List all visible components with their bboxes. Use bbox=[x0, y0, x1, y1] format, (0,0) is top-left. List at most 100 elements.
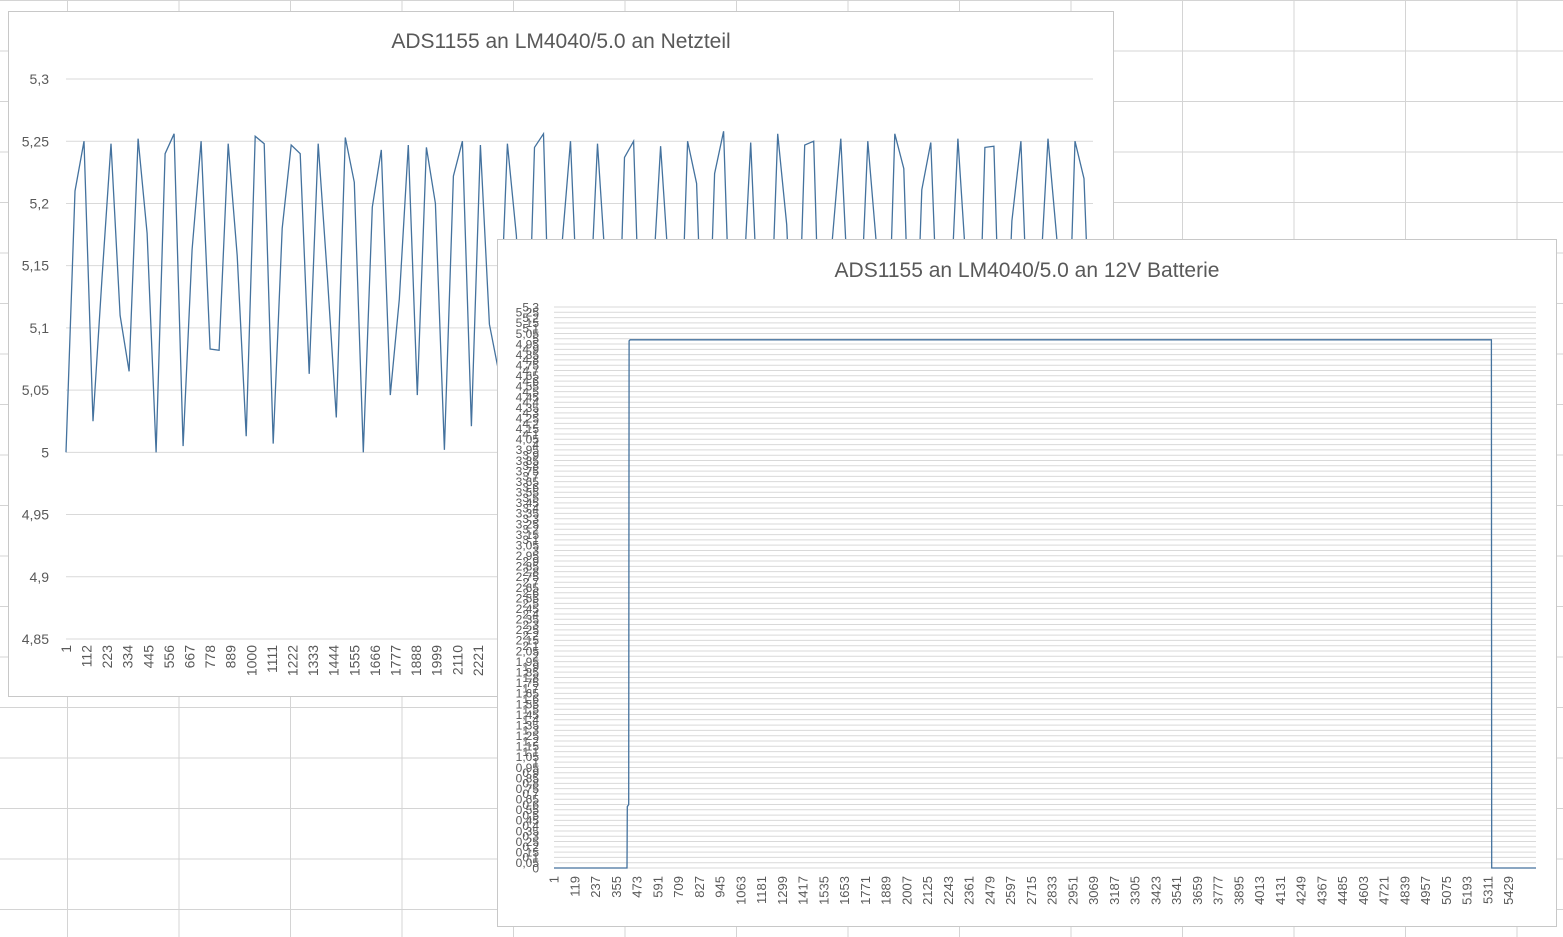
y-tick-label: 2,5 bbox=[522, 597, 539, 611]
x-tick-label: 3777 bbox=[1211, 876, 1226, 905]
y-tick-label: 1,5 bbox=[522, 703, 539, 717]
y-tick-label: 4,7 bbox=[522, 364, 539, 378]
x-tick-label: 1653 bbox=[837, 876, 852, 905]
x-tick-label: 5429 bbox=[1501, 876, 1516, 905]
y-tick-label: 3,9 bbox=[522, 449, 539, 463]
x-tick-label: 3895 bbox=[1231, 876, 1246, 905]
x-tick-label: 5311 bbox=[1480, 876, 1495, 904]
x-tick-label: 3541 bbox=[1169, 876, 1184, 905]
y-tick-label: 4,9 bbox=[30, 569, 50, 585]
x-tick-label: 556 bbox=[161, 645, 177, 669]
y-tick-label: 3,1 bbox=[522, 533, 539, 547]
y-tick-label: 4,05 bbox=[516, 433, 540, 447]
y-tick-label: 4,45 bbox=[516, 390, 540, 404]
y-tick-label: 3,75 bbox=[516, 464, 540, 478]
y-tick-label: 1,25 bbox=[516, 729, 540, 743]
y-tick-label: 1,35 bbox=[516, 718, 540, 732]
y-tick-label: 4,8 bbox=[522, 353, 539, 367]
x-tick-label: 223 bbox=[99, 645, 115, 669]
y-tick-label: 0,85 bbox=[516, 771, 540, 785]
x-tick-label: 3069 bbox=[1086, 876, 1101, 905]
y-tick-label: 3,7 bbox=[522, 470, 539, 484]
y-tick-label: 5,1 bbox=[522, 321, 539, 335]
y-tick-label: 5,2 bbox=[30, 195, 50, 211]
y-tick-label: 4,85 bbox=[516, 348, 540, 362]
y-tick-label: 3,5 bbox=[522, 491, 539, 505]
x-tick-label: 445 bbox=[140, 645, 156, 669]
x-tick-label: 591 bbox=[650, 876, 665, 898]
x-tick-label: 1 bbox=[58, 645, 74, 653]
y-tick-label: 3,35 bbox=[516, 507, 540, 521]
y-tick-label: 0,05 bbox=[516, 856, 540, 870]
y-tick-label: 2,95 bbox=[516, 549, 540, 563]
x-tick-label: 4603 bbox=[1356, 876, 1371, 905]
x-tick-label: 1889 bbox=[879, 876, 894, 905]
x-tick-label: 4485 bbox=[1335, 876, 1350, 905]
x-tick-label: 1000 bbox=[243, 645, 259, 676]
x-tick-label: 2007 bbox=[899, 876, 914, 905]
x-tick-label: 778 bbox=[202, 645, 218, 669]
y-tick-label: 2,3 bbox=[522, 618, 539, 632]
x-tick-label: 5075 bbox=[1439, 876, 1454, 905]
y-tick-label: 5,25 bbox=[516, 306, 540, 320]
x-tick-label: 945 bbox=[713, 876, 728, 898]
x-tick-label: 4721 bbox=[1377, 876, 1392, 905]
y-tick-label: 3,55 bbox=[516, 486, 540, 500]
x-tick-label: 2221 bbox=[470, 645, 486, 676]
y-tick-label: 0,3 bbox=[522, 830, 539, 844]
series-line bbox=[554, 339, 1536, 869]
x-tick-label: 2243 bbox=[941, 876, 956, 905]
y-tick-label: 4,95 bbox=[22, 507, 49, 523]
x-tick-label: 2715 bbox=[1024, 876, 1039, 905]
y-tick-label: 3,85 bbox=[516, 454, 540, 468]
y-tick-label: 0,5 bbox=[522, 808, 539, 822]
y-tick-label: 0,75 bbox=[516, 782, 540, 796]
x-tick-label: 3305 bbox=[1128, 876, 1143, 905]
y-tick-label: 4,4 bbox=[522, 396, 539, 410]
y-tick-label: 1,9 bbox=[522, 660, 539, 674]
y-tick-label: 0,2 bbox=[522, 840, 539, 854]
chart-title: ADS1155 an LM4040/5.0 an 12V Batterie bbox=[834, 259, 1220, 282]
y-tick-label: 1,8 bbox=[522, 671, 539, 685]
y-tick-label: 2,8 bbox=[522, 565, 539, 579]
y-tick-label: 0,25 bbox=[516, 835, 540, 849]
y-tick-label: 3,4 bbox=[522, 501, 539, 515]
y-tick-label: 2,85 bbox=[516, 560, 540, 574]
x-tick-label: 355 bbox=[609, 876, 624, 898]
x-tick-label: 4131 bbox=[1273, 876, 1288, 905]
y-tick-label: 0,6 bbox=[522, 798, 539, 812]
y-tick-label: 4,55 bbox=[516, 380, 540, 394]
y-tick-label: 1,75 bbox=[516, 676, 540, 690]
y-tick-label: 2,4 bbox=[522, 607, 539, 621]
x-tick-label: 1555 bbox=[346, 645, 362, 676]
x-tick-label: 1111 bbox=[264, 645, 280, 673]
y-tick-label: 4,6 bbox=[522, 374, 539, 388]
y-tick-label: 2,2 bbox=[522, 628, 539, 642]
x-tick-label: 1999 bbox=[429, 645, 445, 676]
x-tick-label: 4839 bbox=[1397, 876, 1412, 905]
x-tick-label: 667 bbox=[182, 645, 198, 669]
x-tick-label: 112 bbox=[79, 645, 95, 668]
y-tick-label: 2,25 bbox=[516, 623, 540, 637]
x-tick-label: 2125 bbox=[920, 876, 935, 905]
y-tick-label: 1,4 bbox=[522, 713, 539, 727]
y-tick-label: 2 bbox=[532, 650, 539, 664]
y-tick-label: 2,9 bbox=[522, 554, 539, 568]
x-tick-label: 2951 bbox=[1065, 876, 1080, 905]
y-tick-label: 0,15 bbox=[516, 845, 540, 859]
x-tick-label: 1 bbox=[547, 876, 562, 883]
y-tick-label: 3,25 bbox=[516, 517, 540, 531]
y-tick-label: 4,35 bbox=[516, 401, 540, 415]
x-tick-label: 1666 bbox=[367, 645, 383, 676]
y-tick-label: 5,05 bbox=[516, 327, 540, 341]
y-tick-label: 1,7 bbox=[522, 681, 539, 695]
x-tick-label: 1535 bbox=[816, 876, 831, 905]
y-tick-label: 4 bbox=[532, 438, 539, 452]
y-tick-label: 1,1 bbox=[522, 745, 539, 759]
x-tick-label: 1063 bbox=[733, 876, 748, 905]
x-tick-label: 709 bbox=[671, 876, 686, 898]
x-tick-label: 2361 bbox=[962, 876, 977, 905]
x-tick-label: 3187 bbox=[1107, 876, 1122, 905]
